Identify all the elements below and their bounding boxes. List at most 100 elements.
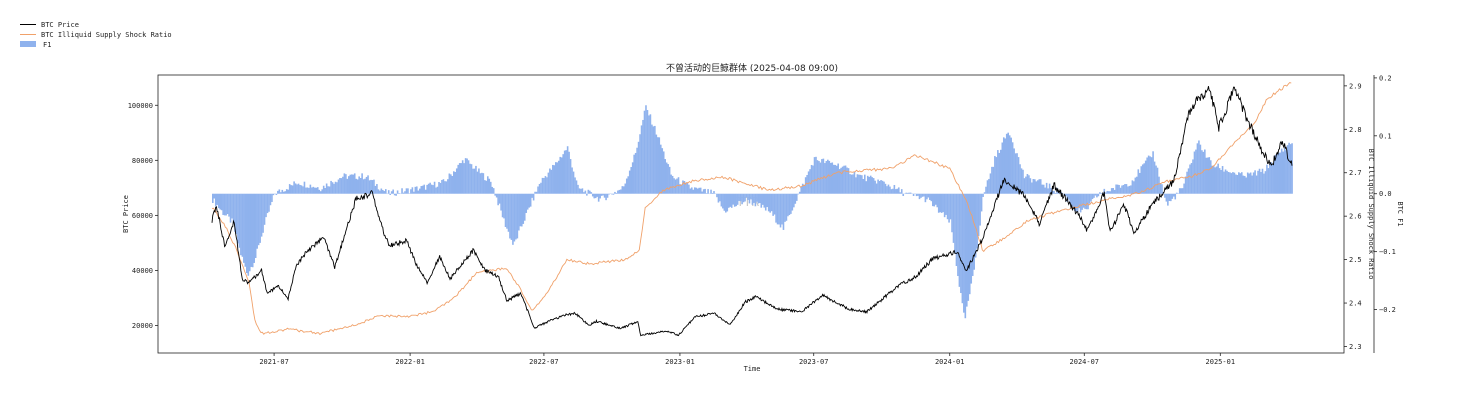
f1-bar xyxy=(1158,176,1160,194)
f1-bar xyxy=(611,193,613,195)
f1-bar xyxy=(541,177,544,194)
f1-bar xyxy=(352,174,355,194)
f1-bar xyxy=(516,193,519,239)
f1-bar xyxy=(356,179,359,194)
f1-bar xyxy=(1269,164,1271,194)
f1-bar xyxy=(481,172,483,194)
f1-bar xyxy=(895,189,897,194)
f1-bar xyxy=(800,186,803,194)
f1-bar xyxy=(461,160,464,194)
f1-bar xyxy=(698,187,701,194)
f1-bar xyxy=(767,193,770,212)
f1-bar xyxy=(1031,182,1033,194)
x-tick-label: 2021-07 xyxy=(259,358,289,366)
f1-bar xyxy=(756,193,758,202)
f1-bar xyxy=(563,150,566,194)
f1-bar xyxy=(489,181,492,194)
f1-bar xyxy=(535,191,538,194)
f1-bar xyxy=(1202,151,1205,194)
f1-bar xyxy=(628,170,631,194)
f1-bar xyxy=(458,163,461,194)
f1-bar xyxy=(739,193,742,202)
f1-bar xyxy=(893,184,896,194)
f1-bar xyxy=(599,193,601,199)
f1-bar xyxy=(760,193,763,208)
f1-bar xyxy=(640,125,643,194)
f1-bar xyxy=(1122,184,1125,194)
f1-bar xyxy=(232,193,235,224)
f1-bar xyxy=(682,180,684,194)
f1-bar xyxy=(713,191,715,194)
f1-bar xyxy=(827,159,829,194)
f1-bar xyxy=(1209,160,1212,194)
f1-bar xyxy=(272,193,275,196)
f1-bar xyxy=(667,164,669,194)
f1-bar xyxy=(1109,191,1112,194)
f1-bar xyxy=(427,183,430,194)
f1-bar xyxy=(1039,179,1042,194)
f1-bar xyxy=(974,193,977,258)
f1-bar xyxy=(312,186,315,194)
f1-bar xyxy=(1180,188,1182,194)
f1-bar xyxy=(1045,182,1048,194)
f1-bar xyxy=(710,189,712,194)
f1-bar xyxy=(927,193,930,198)
f1-bar xyxy=(1266,164,1268,194)
f1-bar xyxy=(852,174,854,194)
f1-bar xyxy=(1184,176,1187,194)
f1-bar xyxy=(1226,170,1228,194)
f1-bar xyxy=(460,163,462,194)
legend: BTC Price BTC Illiquid Supply Shock Rati… xyxy=(20,21,172,49)
f1-bar xyxy=(1069,193,1072,204)
f1-bar xyxy=(1277,152,1280,194)
f1-bar xyxy=(466,158,468,194)
f1-bar xyxy=(374,185,377,194)
y-tick-label-price: 80000 xyxy=(132,157,153,165)
f1-bar xyxy=(1186,171,1188,194)
f1-bar xyxy=(550,169,553,194)
f1-bar xyxy=(886,186,888,194)
f1-bar xyxy=(754,193,757,207)
f1-bar xyxy=(649,114,652,194)
f1-bar xyxy=(593,193,596,199)
f1-bar xyxy=(306,187,309,194)
f1-bar xyxy=(648,115,650,194)
f1-bar xyxy=(686,182,689,194)
f1-bar xyxy=(247,193,250,276)
f1-bar xyxy=(1044,187,1046,194)
f1-bar xyxy=(1036,180,1039,194)
f1-bar xyxy=(288,184,291,194)
f1-bar xyxy=(763,193,766,208)
y-axis-label-price: BTC Price xyxy=(122,195,130,233)
f1-bar xyxy=(850,174,853,194)
f1-bar xyxy=(371,180,374,194)
f1-bar xyxy=(665,162,668,194)
f1-bar xyxy=(717,193,720,203)
f1-bar xyxy=(504,193,507,227)
f1-bar xyxy=(1005,133,1008,194)
f1-bar xyxy=(874,180,876,194)
f1-bar xyxy=(856,174,859,194)
f1-bar xyxy=(1127,186,1129,194)
f1-bar xyxy=(1288,142,1290,194)
f1-bar xyxy=(455,168,458,194)
x-tick-label: 2024-07 xyxy=(1070,358,1100,366)
f1-bar xyxy=(784,193,786,222)
f1-bar xyxy=(538,183,541,194)
f1-bar xyxy=(581,188,584,194)
f1-bar xyxy=(1082,193,1085,208)
f1-bar xyxy=(858,174,860,194)
f1-bar xyxy=(806,175,808,194)
f1-bar xyxy=(812,165,814,194)
f1-bar xyxy=(319,191,322,194)
f1-bar xyxy=(988,178,990,194)
f1-bar xyxy=(503,193,505,219)
f1-bar xyxy=(673,178,675,194)
legend-label-price: BTC Price xyxy=(41,21,79,29)
f1-bar xyxy=(591,193,594,197)
f1-bar xyxy=(841,166,844,194)
f1-bar xyxy=(704,188,706,194)
f1-bar xyxy=(1013,148,1015,194)
f1-bar xyxy=(998,152,1001,194)
